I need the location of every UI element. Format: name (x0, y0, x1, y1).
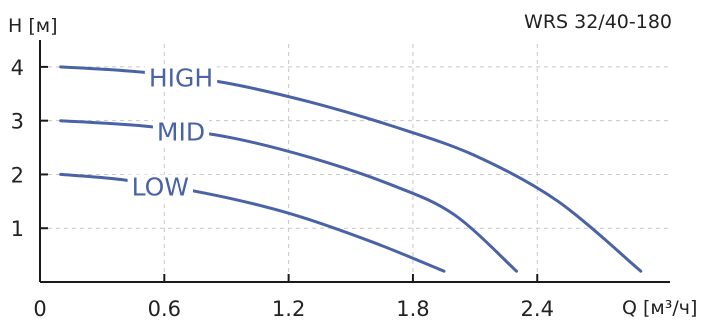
x-tick-label: 0 (33, 297, 46, 321)
y-tick-label: 3 (11, 110, 24, 134)
series-label-high: HIGH (149, 64, 213, 93)
y-tick-label: 2 (11, 163, 24, 187)
y-tick-label: 1 (11, 217, 24, 241)
y-ticks: 1 2 3 4 (11, 56, 48, 241)
series-label-mid: MID (157, 117, 205, 146)
curves (59, 65, 643, 273)
grid-lines (40, 44, 670, 282)
x-tick-label: 2.4 (521, 297, 554, 321)
x-tick-label: 0.6 (148, 297, 181, 321)
x-tick-label: 1.8 (396, 297, 429, 321)
series-label-low: LOW (132, 173, 189, 202)
x-axis-label: Q [м³/ч] (622, 297, 697, 319)
y-tick-label: 4 (11, 56, 24, 80)
curve-low (59, 172, 446, 273)
chart-title: WRS 32/40-180 (524, 11, 672, 33)
x-tick-label: 1.2 (272, 297, 305, 321)
axes (39, 40, 670, 283)
x-ticks: 0 0.6 1.2 1.8 2.4 (33, 274, 554, 321)
curve-mid (59, 119, 518, 273)
series-label-bg-low (127, 174, 194, 200)
series-label-bg-mid (152, 119, 210, 145)
series-label-bg-high (144, 65, 218, 91)
y-axis-label: H [м] (8, 15, 58, 37)
series-labels: HIGH MID LOW (127, 64, 218, 202)
